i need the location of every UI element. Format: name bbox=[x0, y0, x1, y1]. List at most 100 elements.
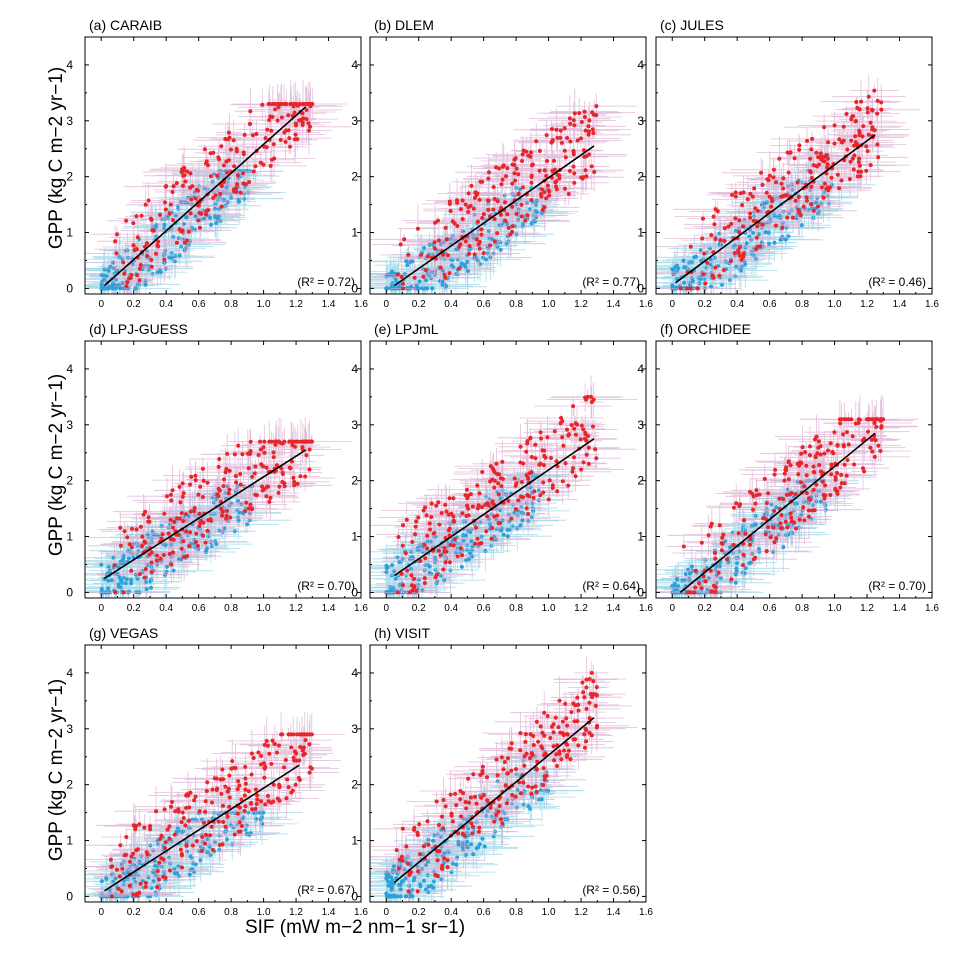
red-point bbox=[587, 118, 592, 123]
red-point bbox=[219, 204, 224, 209]
red-point bbox=[275, 118, 280, 123]
red-point bbox=[262, 144, 267, 149]
red-point bbox=[737, 230, 742, 235]
red-point bbox=[856, 169, 861, 174]
red-point bbox=[872, 421, 877, 425]
red-point bbox=[131, 892, 136, 897]
red-point bbox=[769, 204, 774, 209]
red-point bbox=[242, 132, 247, 137]
red-point bbox=[518, 791, 523, 796]
red-point bbox=[205, 480, 210, 485]
regression-line bbox=[103, 106, 307, 287]
red-point bbox=[187, 805, 192, 810]
x-tick-label: 1.0 bbox=[828, 299, 842, 310]
red-point bbox=[571, 701, 576, 706]
red-point bbox=[715, 209, 720, 214]
blue-point bbox=[424, 278, 428, 283]
red-point bbox=[220, 513, 225, 518]
red-point bbox=[796, 472, 801, 477]
red-point bbox=[509, 516, 514, 521]
red-point bbox=[835, 443, 840, 448]
blue-point bbox=[117, 575, 122, 580]
red-point bbox=[230, 759, 235, 764]
red-point bbox=[767, 173, 772, 178]
red-point bbox=[218, 191, 223, 196]
red-point bbox=[480, 769, 485, 773]
red-point bbox=[289, 745, 294, 750]
red-point bbox=[457, 266, 462, 271]
y-tick-label: 1 bbox=[66, 226, 73, 240]
red-point bbox=[288, 466, 293, 471]
red-point bbox=[495, 773, 500, 778]
red-point bbox=[468, 795, 473, 800]
red-point bbox=[408, 590, 412, 595]
red-point bbox=[503, 218, 508, 223]
red-point bbox=[221, 777, 226, 782]
red-point bbox=[292, 483, 297, 488]
red-point bbox=[263, 136, 268, 141]
red-point bbox=[114, 251, 119, 256]
blue-point bbox=[448, 568, 453, 573]
red-point bbox=[148, 216, 153, 221]
red-point bbox=[133, 827, 138, 832]
red-point bbox=[458, 789, 463, 793]
blue-point bbox=[433, 268, 438, 273]
red-point bbox=[544, 773, 549, 778]
red-point bbox=[174, 240, 179, 245]
red-point bbox=[529, 150, 533, 155]
red-point bbox=[145, 241, 150, 246]
red-point bbox=[808, 156, 813, 161]
red-point bbox=[162, 511, 167, 516]
red-point bbox=[251, 756, 256, 760]
red-point bbox=[238, 482, 243, 487]
red-point bbox=[555, 135, 560, 140]
x-tick-label: 0.6 bbox=[192, 603, 206, 614]
red-point bbox=[569, 423, 574, 428]
red-point bbox=[253, 787, 258, 792]
red-point bbox=[829, 175, 834, 180]
red-point bbox=[449, 811, 454, 816]
red-point bbox=[822, 125, 827, 130]
red-point bbox=[529, 791, 534, 796]
red-point bbox=[450, 819, 455, 824]
blue-point bbox=[385, 874, 389, 879]
red-point bbox=[801, 204, 806, 209]
red-point bbox=[580, 680, 585, 685]
red-point bbox=[494, 165, 499, 170]
red-point bbox=[395, 272, 400, 277]
red-point bbox=[558, 421, 563, 426]
red-point bbox=[713, 265, 718, 270]
blue-point bbox=[187, 872, 192, 877]
blue-point bbox=[465, 269, 470, 274]
blue-point bbox=[384, 894, 389, 899]
red-point bbox=[736, 531, 741, 536]
red-point bbox=[697, 581, 702, 586]
red-point bbox=[160, 532, 165, 537]
red-point bbox=[134, 824, 138, 829]
red-point bbox=[183, 823, 188, 828]
blue-point bbox=[402, 272, 407, 277]
red-point bbox=[529, 173, 534, 178]
red-point bbox=[592, 170, 597, 174]
red-point bbox=[560, 140, 564, 145]
red-point bbox=[706, 533, 711, 538]
red-point bbox=[468, 492, 473, 497]
red-point bbox=[415, 226, 420, 231]
red-point bbox=[753, 555, 758, 560]
red-point bbox=[578, 437, 583, 442]
red-point bbox=[738, 253, 742, 258]
x-tick-label: 1.6 bbox=[639, 907, 653, 918]
red-point bbox=[565, 136, 570, 140]
red-point bbox=[504, 801, 509, 806]
red-point bbox=[872, 128, 877, 133]
blue-point bbox=[129, 578, 134, 582]
red-point bbox=[441, 826, 446, 831]
red-point bbox=[729, 577, 734, 582]
x-tick-label: 1.2 bbox=[289, 603, 303, 614]
red-point bbox=[549, 140, 554, 145]
red-point bbox=[425, 533, 430, 538]
red-point bbox=[185, 554, 190, 559]
scatter-area bbox=[85, 79, 352, 294]
red-point bbox=[579, 423, 584, 428]
red-point bbox=[196, 188, 200, 193]
